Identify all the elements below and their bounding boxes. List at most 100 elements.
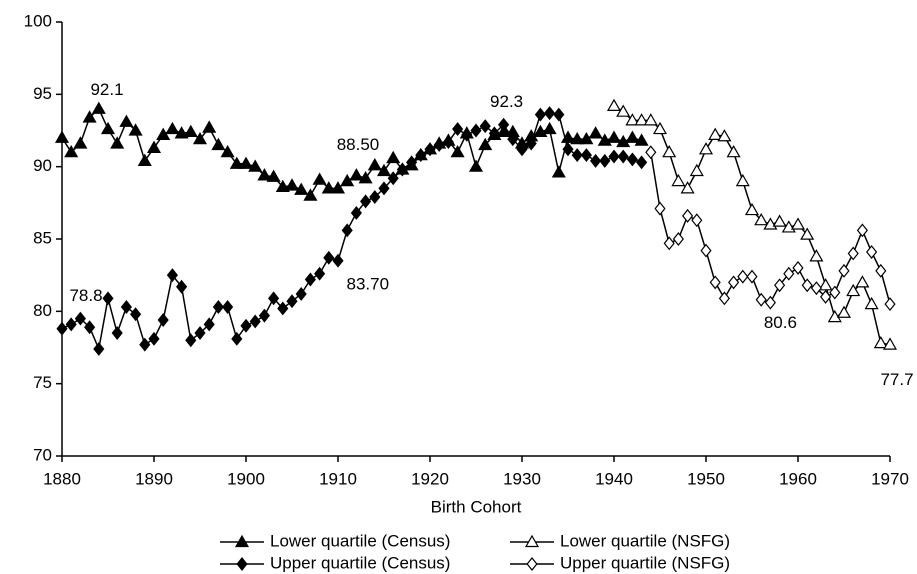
data-point [754, 212, 769, 226]
data-point [570, 131, 585, 145]
data-point [468, 159, 484, 172]
data-point [165, 121, 180, 135]
data-point [636, 155, 648, 170]
data-point [847, 246, 859, 261]
data-point [708, 127, 723, 140]
x-tick-label: 1910 [319, 469, 357, 488]
data-point [820, 289, 832, 304]
data-point [65, 317, 77, 332]
data-point [157, 313, 169, 327]
data-point [580, 148, 592, 163]
data-point [266, 169, 281, 182]
data-point [735, 173, 750, 187]
data-point [424, 142, 436, 157]
data-point [268, 291, 280, 306]
legend-label: Lower quartile (Census) [270, 531, 450, 550]
data-point [376, 163, 392, 177]
data-point [662, 144, 677, 158]
data-point [488, 126, 500, 141]
y-tick-label: 80 [33, 301, 52, 320]
data-point [146, 140, 162, 153]
data-point [74, 311, 86, 326]
data-point [478, 137, 493, 151]
data-point [294, 182, 309, 195]
data-point [700, 243, 712, 258]
data-point [369, 190, 381, 205]
data-point [312, 172, 327, 185]
data-point [54, 130, 70, 143]
data-point [746, 269, 758, 284]
data-point [836, 305, 852, 318]
y-tick-label: 75 [33, 373, 52, 392]
annotation: 77.7 [880, 370, 913, 389]
data-point [516, 142, 528, 157]
data-point [783, 266, 795, 281]
data-point [728, 275, 740, 290]
data-point [606, 98, 622, 112]
data-point [203, 317, 215, 332]
data-point [350, 205, 362, 220]
data-point [128, 123, 143, 136]
x-tick-label: 1890 [135, 469, 173, 488]
data-point [634, 133, 649, 146]
data-point [672, 232, 684, 246]
annotation: 88.50 [337, 135, 380, 154]
data-point [64, 144, 79, 158]
data-point [174, 126, 189, 139]
legend-label: Lower quartile (NSFG) [560, 531, 730, 550]
data-point [450, 144, 465, 158]
data-point [882, 337, 898, 350]
annotation: 78.8 [69, 286, 102, 305]
data-point [275, 179, 290, 193]
y-tick-label: 100 [24, 11, 52, 30]
data-point [755, 292, 767, 307]
data-point [257, 168, 272, 181]
data-point [360, 194, 372, 209]
annotation: 92.1 [90, 80, 123, 99]
data-point [120, 300, 132, 314]
data-point [229, 156, 244, 169]
data-point [91, 101, 106, 114]
data-point [139, 337, 151, 352]
data-point [654, 201, 666, 216]
annotation: 80.6 [764, 313, 797, 332]
data-point [608, 149, 620, 164]
data-point [634, 113, 649, 126]
data-point [358, 171, 373, 184]
legend-label: Upper quartile (Census) [270, 553, 450, 572]
data-point [544, 106, 556, 121]
data-point [551, 165, 566, 178]
data-point [202, 120, 217, 133]
x-tick-label: 1970 [871, 469, 909, 488]
data-point [827, 309, 842, 323]
data-point [367, 158, 382, 171]
data-point [194, 326, 206, 340]
data-point [855, 275, 870, 288]
data-point [303, 188, 318, 201]
data-point [838, 263, 850, 278]
data-point [643, 113, 658, 126]
series-line [613, 105, 891, 346]
data-point [718, 291, 730, 306]
x-tick-label: 1880 [43, 469, 81, 488]
data-point [818, 278, 833, 291]
data-point [616, 104, 631, 117]
data-point [284, 178, 300, 191]
data-point [240, 318, 252, 333]
data-point [652, 121, 668, 135]
data-point [800, 227, 815, 240]
data-point [442, 135, 454, 150]
data-point [864, 296, 879, 310]
data-point [176, 279, 188, 294]
data-point [846, 283, 861, 297]
x-tick-label: 1930 [503, 469, 541, 488]
x-tick-label: 1960 [779, 469, 817, 488]
x-tick-label: 1920 [411, 469, 449, 488]
legend-label: Upper quartile (NSFG) [560, 553, 730, 572]
data-point [110, 136, 125, 149]
data-point [571, 148, 583, 163]
data-point [100, 121, 116, 135]
data-point [73, 136, 88, 149]
data-point [726, 144, 741, 158]
